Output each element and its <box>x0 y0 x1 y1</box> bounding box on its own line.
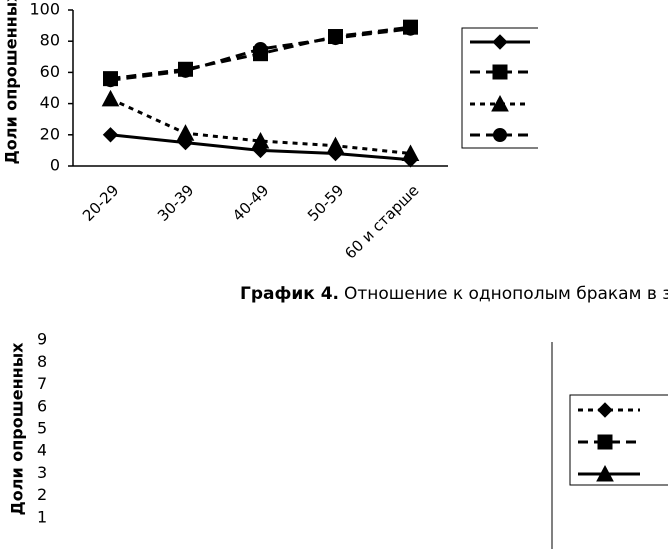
marker <box>492 34 508 50</box>
x-tick-label: 50-59 <box>304 181 348 225</box>
y-tick-label: 60 <box>37 396 57 415</box>
legend <box>461 27 538 149</box>
y-ticks: 10 20 30 40 50 60 70 80 90 <box>37 330 57 527</box>
y-ticks: 0 20 40 60 80 100 <box>29 0 60 175</box>
x-tick-label: 40-49 <box>229 181 273 225</box>
y-tick-label: 40 <box>37 441 57 460</box>
x-tick-label: 30-39 <box>154 181 198 225</box>
series-line <box>109 97 411 156</box>
marker <box>493 128 507 142</box>
x-tick-label: 60 и старше <box>341 181 422 262</box>
marker <box>251 131 270 149</box>
marker <box>178 63 193 78</box>
marker <box>328 31 343 46</box>
caption-text: Отношение к однополым бракам в зависимос… <box>344 284 668 304</box>
y-tick-label: 30 <box>37 463 57 482</box>
y-tick-label: 100 <box>29 0 60 19</box>
caption: График 4. Отношение к однополым бракам в … <box>240 284 668 304</box>
y-tick-label: 60 <box>40 62 60 81</box>
marker <box>103 73 118 88</box>
marker <box>253 42 268 56</box>
marker <box>102 127 119 143</box>
y-tick-label: 80 <box>37 352 57 371</box>
marker <box>101 89 120 107</box>
legend <box>569 394 668 486</box>
marker <box>326 136 345 154</box>
legend-box <box>461 27 538 149</box>
marker <box>176 124 195 141</box>
y-tick-label: 10 <box>37 507 57 526</box>
y-tick-label: 50 <box>37 419 57 438</box>
y-tick-label: 20 <box>40 124 60 143</box>
x-tick-label: 20-29 <box>79 181 123 225</box>
y-tick-label: 20 <box>37 485 57 504</box>
y-tick-label: 40 <box>40 93 60 112</box>
marker <box>596 464 614 482</box>
marker <box>491 94 509 112</box>
marker <box>492 64 508 80</box>
marker <box>401 144 420 162</box>
y-axis-label: Доли опрошенных <box>8 342 27 516</box>
marker <box>403 21 418 36</box>
marker <box>597 402 613 418</box>
y-tick-label: 70 <box>37 374 57 393</box>
y-tick-label: 90 <box>37 330 57 349</box>
marker <box>597 434 613 450</box>
y-tick-label: 0 <box>50 156 60 175</box>
y-axis-label: Доли опрошенных <box>2 0 21 164</box>
caption-label: График 4. <box>240 284 339 304</box>
y-tick-label: 80 <box>40 31 60 50</box>
